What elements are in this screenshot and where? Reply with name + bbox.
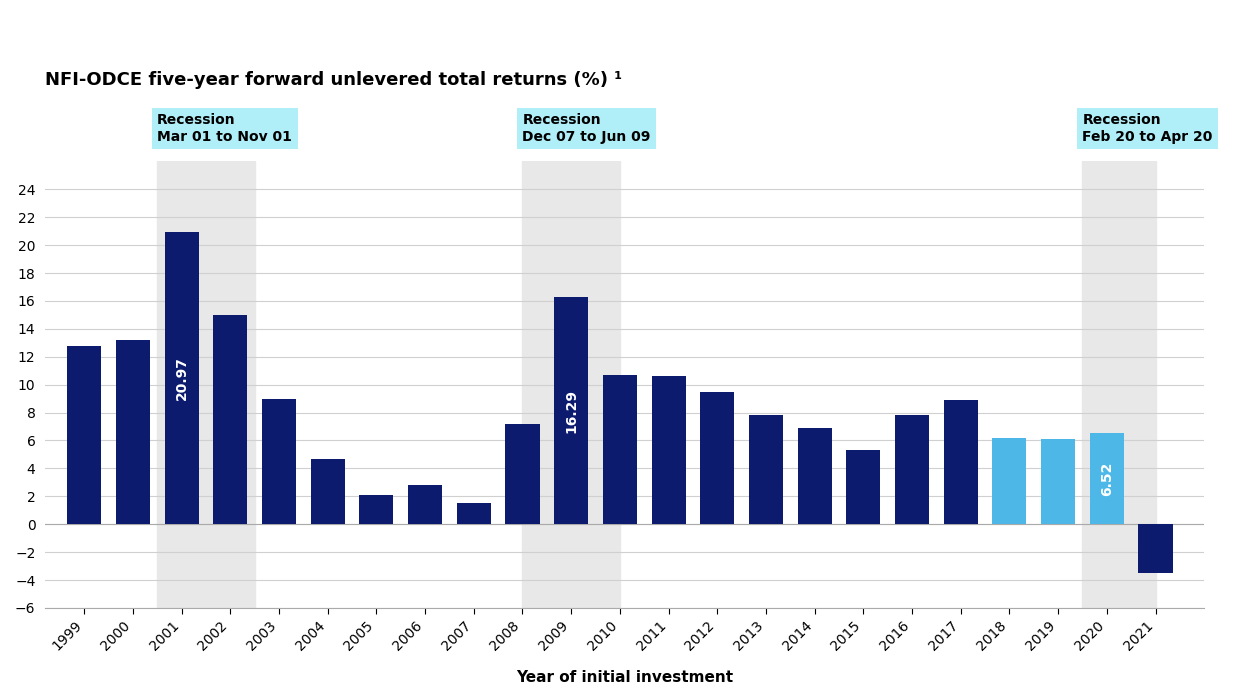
Text: 20.97: 20.97 (175, 356, 188, 400)
Text: 6.52: 6.52 (1099, 461, 1113, 496)
Text: NFI-ODCE five-year forward unlevered total returns (%) ¹: NFI-ODCE five-year forward unlevered tot… (45, 71, 623, 89)
Bar (895, 415, 929, 524)
Bar (992, 438, 1026, 524)
Bar (1090, 433, 1124, 524)
Bar (157, 162, 255, 608)
Bar (846, 450, 880, 524)
Text: Recession
Feb 20 to Apr 20: Recession Feb 20 to Apr 20 (1082, 113, 1213, 144)
Bar (943, 400, 977, 524)
Bar (165, 232, 198, 524)
Bar (1138, 524, 1173, 573)
Bar (213, 315, 247, 524)
Bar (1041, 439, 1076, 524)
X-axis label: Year of initial investment: Year of initial investment (517, 670, 734, 685)
Bar (554, 297, 588, 524)
Bar (311, 458, 344, 524)
Bar (116, 340, 150, 524)
Bar (1082, 162, 1156, 608)
Bar (651, 377, 685, 524)
Text: Recession
Dec 07 to Jun 09: Recession Dec 07 to Jun 09 (523, 113, 651, 144)
Bar (700, 391, 734, 524)
Bar (359, 495, 393, 524)
Bar (457, 503, 490, 524)
Bar (262, 398, 296, 524)
Bar (505, 424, 539, 524)
Bar (749, 415, 782, 524)
Text: 16.29: 16.29 (564, 389, 578, 433)
Bar (67, 346, 101, 524)
Bar (523, 162, 620, 608)
Bar (408, 485, 442, 524)
Text: Recession
Mar 01 to Nov 01: Recession Mar 01 to Nov 01 (157, 113, 292, 144)
Bar (603, 375, 636, 524)
Bar (797, 428, 831, 524)
